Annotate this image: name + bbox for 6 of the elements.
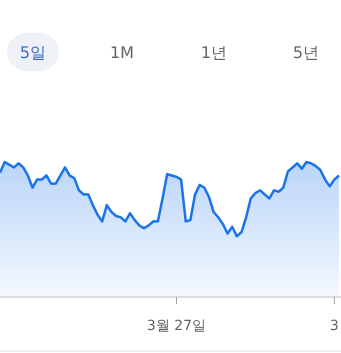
- text: 1M: [110, 43, 134, 62]
- x-tick-label: 3: [330, 318, 339, 334]
- text: 5일: [20, 43, 46, 62]
- x-tick-label: 3월 27일: [146, 318, 206, 334]
- text: 1년: [200, 43, 228, 62]
- text: 5년: [292, 43, 320, 62]
